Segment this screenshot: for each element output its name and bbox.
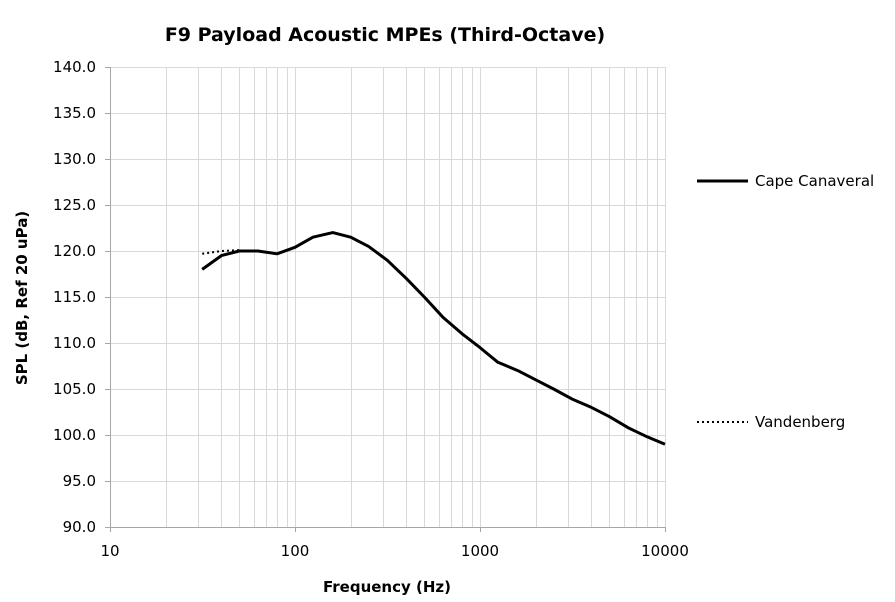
y-tick-label: 125.0 xyxy=(53,196,96,214)
x-axis-title: Frequency (Hz) xyxy=(323,578,451,596)
y-tick-label: 120.0 xyxy=(53,242,96,260)
y-tick-label: 140.0 xyxy=(53,58,96,76)
legend-label: Vandenberg xyxy=(755,413,845,431)
chart-title: F9 Payload Acoustic MPEs (Third-Octave) xyxy=(165,24,605,46)
y-tick-labels: 90.0 95.0 100.0 105.0 110.0 115.0 120.0 125.0 13… xyxy=(53,58,96,536)
x-tick-label: 10000 xyxy=(641,542,689,560)
series-line-cape-canaveral xyxy=(201,231,666,446)
y-tick-label: 105.0 xyxy=(53,380,96,398)
legend-label: Cape Canaveral xyxy=(755,172,874,190)
x-tick-labels: 10 100 1000 10000 xyxy=(100,542,688,560)
legend: Cape Canaveral Vandenberg xyxy=(697,172,874,431)
x-tick-label: 100 xyxy=(281,542,310,560)
series-lines xyxy=(201,231,666,446)
y-tick-label: 115.0 xyxy=(53,288,96,306)
y-tick-label: 100.0 xyxy=(53,426,96,444)
y-tick-label: 90.0 xyxy=(63,518,96,536)
y-tick-label: 130.0 xyxy=(53,150,96,168)
y-axis-title: SPL (dB, Ref 20 uPa) xyxy=(13,211,31,385)
y-tick-label: 135.0 xyxy=(53,104,96,122)
axes xyxy=(105,67,666,532)
y-tick-label: 110.0 xyxy=(53,334,96,352)
x-tick-label: 1000 xyxy=(461,542,499,560)
series-line-vandenberg xyxy=(202,249,240,255)
y-tick-label: 95.0 xyxy=(63,472,96,490)
x-tick-label: 10 xyxy=(100,542,119,560)
